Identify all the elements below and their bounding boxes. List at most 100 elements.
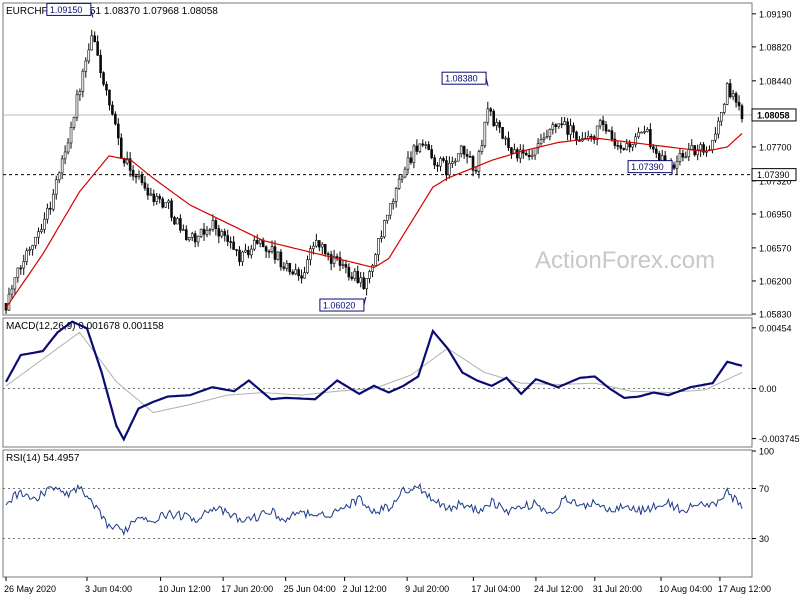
price-candle-body	[589, 135, 593, 138]
x-axis: 26 May 2020 3 Jun 04:00 10 Jun 12:00 17 Jun…	[4, 577, 771, 594]
price-candle-body	[365, 278, 368, 289]
price-candle-body	[489, 108, 493, 112]
x-tick-label: 24 Jul 12:00	[534, 584, 583, 594]
price-candle-body	[649, 129, 652, 148]
price-candle-body	[223, 231, 227, 236]
price-candle-body	[412, 145, 416, 163]
price-candle-body	[158, 195, 162, 200]
price-candle-body	[315, 240, 318, 247]
price-candle-body	[380, 236, 383, 239]
rsi-line	[5, 482, 743, 536]
x-tick-label: 17 Jun 20:00	[221, 584, 273, 594]
price-candle-body	[586, 135, 590, 139]
price-candle-body	[149, 193, 153, 196]
price-candle-body	[250, 248, 253, 256]
price-candle-body	[25, 250, 28, 262]
price-candle-body	[309, 248, 312, 260]
rsi-tick-label: 30	[759, 534, 769, 544]
price-candle-body	[386, 214, 389, 221]
rsi-series	[5, 482, 743, 536]
price-candle-body	[722, 104, 726, 113]
price-candle-body	[137, 174, 141, 177]
price-tick-label: 1.07320	[759, 176, 792, 186]
price-candle-body	[140, 174, 144, 184]
price-candle-body	[527, 154, 531, 157]
moving-average-line	[5, 133, 743, 309]
price-candle-body	[155, 195, 159, 203]
price-candle-body	[406, 157, 410, 170]
price-candle-body	[388, 203, 392, 216]
price-candle-body	[501, 127, 504, 139]
price-candle-body	[519, 149, 522, 159]
price-candle-body	[702, 144, 705, 153]
x-tick-label: 26 May 2020	[4, 584, 56, 594]
price-candle-body	[182, 229, 185, 231]
rsi-tick-label: 70	[759, 484, 769, 494]
price-candle-body	[226, 235, 229, 242]
price-candle-body	[173, 217, 176, 225]
price-candle-body	[471, 156, 475, 171]
price-candle-body	[453, 160, 457, 163]
x-tick-label: 25 Jun 04:00	[284, 584, 336, 594]
price-candle-body	[57, 172, 61, 181]
price-candle-body	[335, 256, 339, 258]
price-candle-body	[631, 144, 634, 148]
price-candle-body	[654, 148, 658, 154]
price-candle-body	[681, 153, 685, 158]
price-candle-body	[117, 123, 120, 139]
price-candle-body	[276, 251, 280, 260]
price-candle-body	[717, 120, 720, 135]
macd-series	[5, 320, 743, 442]
price-candle-body	[187, 237, 191, 241]
price-candle-body	[383, 220, 386, 238]
price-candle-body	[19, 267, 23, 270]
price-candle-body	[714, 133, 717, 141]
price-candle-body	[264, 246, 268, 252]
price-candle-body	[344, 264, 348, 268]
macd-tick-label: 0.00	[759, 384, 777, 394]
price-candle-body	[326, 253, 330, 256]
x-tick-label: 9 Jul 20:00	[405, 584, 449, 594]
price-candle-body	[99, 54, 102, 73]
price-candle-body	[542, 137, 546, 140]
x-tick-label: 3 Jun 04:00	[85, 584, 132, 594]
price-candle-body	[273, 246, 277, 260]
price-candle-body	[400, 176, 404, 180]
price-candle-body	[114, 113, 117, 125]
price-candle-body	[439, 158, 442, 167]
price-candle-body	[244, 249, 247, 253]
price-candle-body	[185, 229, 188, 241]
price-candle-body	[462, 145, 466, 155]
price-candle-body	[167, 200, 170, 203]
rsi-panel-title: RSI(14) 54.4957	[6, 453, 80, 464]
price-candle-body	[539, 139, 543, 145]
price-candle-body	[232, 241, 235, 250]
price-candle-body	[258, 239, 262, 244]
price-candle-body	[81, 70, 85, 92]
price-candle-body	[445, 160, 448, 176]
price-candle-body	[675, 161, 679, 169]
price-annotation-pointer	[363, 296, 367, 306]
price-candle-body	[640, 131, 643, 134]
rsi-panel	[2, 449, 753, 578]
price-candle-body	[229, 241, 232, 243]
price-candle-body	[625, 143, 629, 150]
price-candle-body	[125, 158, 129, 164]
price-candle-body	[179, 218, 182, 231]
price-candle-body	[306, 259, 309, 273]
price-candle-body	[598, 120, 602, 127]
price-candle-body	[409, 157, 413, 163]
price-tick-label: 1.06950	[759, 209, 792, 219]
macd-panel	[2, 317, 753, 448]
price-candle-body	[176, 218, 179, 225]
price-candle-body	[474, 169, 478, 172]
price-candle-body	[560, 123, 563, 126]
price-candle-body	[199, 228, 203, 237]
price-tick-label: 1.06200	[759, 276, 792, 286]
price-candle-body	[530, 154, 534, 157]
price-candle-body	[616, 145, 620, 147]
x-tick-label: 17 Aug 12:00	[718, 584, 771, 594]
price-candle-body	[111, 104, 114, 115]
price-candle-body	[205, 229, 209, 235]
price-candle-body	[353, 270, 357, 279]
